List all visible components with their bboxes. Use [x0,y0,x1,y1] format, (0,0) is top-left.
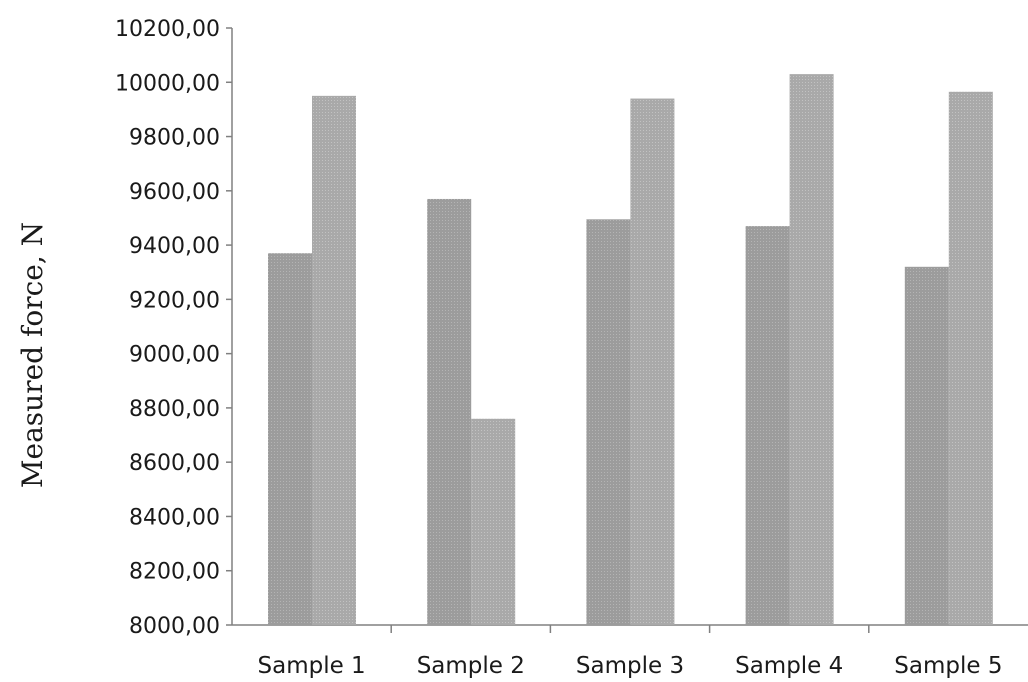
y-tick-label: 9600,00 [129,180,220,205]
y-tick-label: 8400,00 [129,505,220,530]
y-tick-label: 9200,00 [129,288,220,313]
x-category-label: Sample 4 [735,653,843,679]
y-tick-label: 9000,00 [129,343,220,368]
bar-series1-sample-1 [268,253,312,625]
bar-series2-sample-1 [312,95,356,625]
bar-series2-sample-2 [471,418,516,625]
y-axis-label: Measured force, N [16,222,49,488]
bar-series2-sample-5 [948,91,993,626]
bar-series1-sample-2 [427,198,472,625]
bar-series1-sample-3 [586,219,631,625]
bar-series2-sample-3 [630,98,675,625]
x-category-label: Sample 3 [576,653,684,679]
y-tick-label: 10200,00 [115,17,220,42]
y-tick-label: 9800,00 [129,126,220,151]
y-tick-label: 9400,00 [129,234,220,259]
bars [268,74,993,626]
x-category-label: Sample 1 [258,653,366,679]
bar-series1-sample-4 [745,226,790,625]
y-tick-label: 8800,00 [129,397,220,422]
y-tick-label: 8000,00 [129,614,220,639]
bar-series2-sample-4 [789,74,834,625]
x-category-label: Sample 5 [894,653,1002,679]
bar-series1-sample-5 [904,266,949,625]
y-axis: 10200,00 10000,00 9800,00 9600,00 9400,00 920… [115,17,233,639]
x-category-label: Sample 2 [417,653,525,679]
y-tick-label: 10000,00 [115,71,220,96]
y-tick-label: 8600,00 [129,451,220,476]
y-tick-label: 8200,00 [129,560,220,585]
x-axis: Sample 1 Sample 2 Sample 3 Sample 4 Sample 5 [232,624,1028,679]
